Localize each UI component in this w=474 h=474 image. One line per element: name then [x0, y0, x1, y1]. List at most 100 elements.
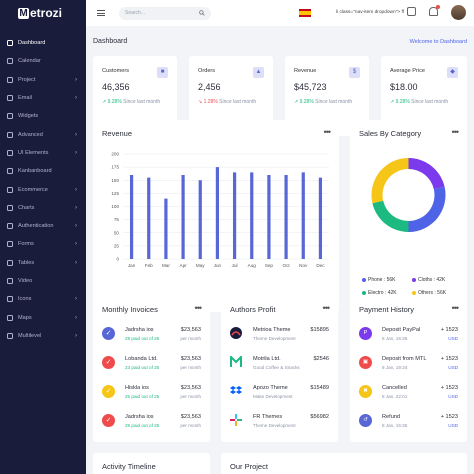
stat-label: Average Price — [390, 68, 426, 74]
bar-sep[interactable] — [267, 175, 271, 259]
author-name: Apozo Theme — [253, 385, 288, 391]
y-tick-label: 100 — [111, 204, 119, 209]
stat-trend: ↗ 9.28% Since last month — [390, 99, 449, 105]
revenue-card: Revenue ••• 0 25 50 75 100 125 150 175 200 Jan Feb… — [93, 120, 339, 312]
tag-icon: ◆ — [447, 67, 458, 78]
slice-phone[interactable] — [408, 186, 446, 232]
share-icon — [7, 332, 13, 339]
slice-others[interactable] — [371, 158, 409, 204]
bar-mar[interactable] — [164, 198, 168, 259]
stat-label: Customers — [102, 68, 130, 74]
bar-dec[interactable] — [318, 177, 323, 259]
legend-cloths: Cloths : 42K — [412, 277, 445, 283]
sidebar-item-label: Icons — [18, 296, 32, 303]
sidebar-item-maps[interactable]: Maps › — [0, 308, 86, 326]
sidebar-item-multilevel[interactable]: Multilevel › — [0, 327, 86, 345]
payment-name: Deposit from MTL — [382, 356, 427, 362]
language-flag-icon[interactable] — [299, 9, 311, 17]
avatar[interactable] — [451, 5, 466, 20]
sidebar-item-forms[interactable]: Forms › — [0, 235, 86, 253]
box-icon — [7, 149, 13, 156]
menu-toggle-icon[interactable] — [97, 9, 105, 18]
sidebar-item-advanced[interactable]: Advanced › — [0, 125, 86, 143]
sidebar-item-project[interactable]: Project › — [0, 71, 86, 89]
y-tick-label: 175 — [111, 165, 119, 170]
author-row[interactable]: Apozo Theme Make Development $15489 — [230, 382, 329, 406]
author-name: FR Themes — [253, 414, 283, 420]
sidebar-item-label: Kanbanboard — [18, 168, 52, 175]
motrila-logo-icon — [230, 356, 242, 367]
sidebar-item-calendar[interactable]: Calendar — [0, 52, 86, 70]
author-row[interactable]: Motrila Ltd. Good Coffee & Snacks $2546 — [230, 353, 329, 377]
sidebar-item-label: Forms — [18, 241, 34, 248]
card-title: Our Project — [230, 462, 268, 471]
x-tick-label: Apr — [180, 263, 188, 268]
chevron-right-icon: › — [75, 149, 77, 156]
payment-row[interactable]: P Deposit PayPal 5 Jan, 15:35 + 1523 USD — [359, 324, 458, 348]
payment-currency: USD — [448, 365, 458, 370]
bar-jun[interactable] — [215, 167, 220, 259]
author-amount: $56982 — [310, 414, 329, 420]
legend-dot — [362, 278, 366, 282]
bar-aug[interactable] — [250, 172, 254, 259]
more-options-icon[interactable]: ••• — [323, 127, 332, 137]
refund-icon: ↺ — [359, 414, 372, 427]
slice-cloths[interactable] — [408, 158, 445, 190]
stat-trend: ↗ 9.28% Since last month — [102, 99, 161, 105]
sidebar-item-icons[interactable]: Icons › — [0, 290, 86, 308]
sidebar-item-widgets[interactable]: Widgets — [0, 107, 86, 125]
check-icon: ✓ — [102, 356, 115, 369]
author-amount: $2546 — [313, 356, 329, 362]
sidebar-item-kanbanboard[interactable]: Kanbanboard — [0, 162, 86, 180]
chevron-right-icon: › — [75, 332, 77, 339]
bar-feb[interactable] — [147, 177, 151, 259]
main-content: Dashboard Welcome to Dashboard Customers… — [86, 26, 474, 474]
search-input[interactable]: Search... — [119, 6, 211, 20]
author-row[interactable]: Metrioa Theme Theme Development $15895 — [230, 324, 329, 348]
legend-phone: Phone : 56K — [362, 277, 396, 283]
home-icon — [7, 40, 13, 47]
slice-electro[interactable] — [372, 200, 409, 232]
bar-nov[interactable] — [301, 172, 305, 259]
author-row[interactable]: FR Themes Theme Development $56982 — [230, 411, 329, 435]
bell-icon[interactable] — [429, 7, 438, 16]
x-tick-label: Nov — [299, 263, 308, 268]
dropbox-logo-icon — [230, 386, 242, 394]
invoice-row[interactable]: ✓ Jadrsha ios 29 paid out of 25 $23,563 per … — [102, 324, 201, 348]
sidebar-item-dashboard[interactable]: Dashboard — [0, 34, 86, 52]
apps-icon[interactable] — [407, 7, 416, 16]
sidebar-item-label: Ecommerce — [18, 186, 48, 193]
more-options-icon[interactable]: ••• — [451, 303, 460, 313]
sidebar-item-charts[interactable]: Charts › — [0, 199, 86, 217]
more-options-icon[interactable]: ••• — [451, 127, 460, 137]
invoice-row[interactable]: ✓ Hiskla ios 25 paid out of 25 $23,563 per m… — [102, 382, 201, 406]
sidebar-item-ecommerce[interactable]: Ecommerce › — [0, 180, 86, 198]
more-options-icon[interactable]: ••• — [322, 303, 331, 313]
more-options-icon[interactable]: ••• — [194, 303, 203, 313]
bar-oct[interactable] — [284, 175, 288, 259]
sidebar-item-label: Charts — [18, 204, 35, 211]
y-tick-label: 25 — [114, 243, 120, 248]
sidebar-item-authentication[interactable]: Authentication › — [0, 217, 86, 235]
breadcrumb[interactable]: Welcome to Dashboard — [409, 39, 467, 45]
sidebar-item-ui-elements[interactable]: UI Elements › — [0, 144, 86, 162]
invoice-row[interactable]: ✓ Jadrsha ios 29 paid out of 25 $23,563 per … — [102, 411, 201, 435]
legend-others: Others : 56K — [412, 290, 446, 296]
logo-mark: M — [18, 7, 29, 19]
bar-apr[interactable] — [181, 175, 185, 259]
invoice-row[interactable]: ✓ Lobanda Ltd. 23 paid out of 25 $23,563 per… — [102, 353, 201, 377]
payment-row[interactable]: ↺ Refund 8 Jan, 15:35 + 1523 USD — [359, 411, 458, 435]
sidebar-item-tables[interactable]: Tables › — [0, 254, 86, 272]
payment-amount: + 1523 — [440, 414, 458, 420]
logo-text: etrozi — [30, 6, 63, 20]
sidebar-item-video[interactable]: Video — [0, 272, 86, 290]
bar-jul[interactable] — [232, 172, 237, 259]
sidebar-item-email[interactable]: Email › — [0, 89, 86, 107]
payment-row[interactable]: ▣ Deposit from MTL 8 Jan, 19:34 + 1523 USD — [359, 353, 458, 377]
bar-jan[interactable] — [129, 175, 134, 259]
cancel-icon: ✖ — [359, 385, 372, 398]
payment-row[interactable]: ✖ Cancelled 8 Jan, 22:01 + 1523 USD — [359, 382, 458, 406]
bar-may[interactable] — [198, 180, 202, 259]
invoice-amount: $23,563 — [180, 385, 201, 391]
